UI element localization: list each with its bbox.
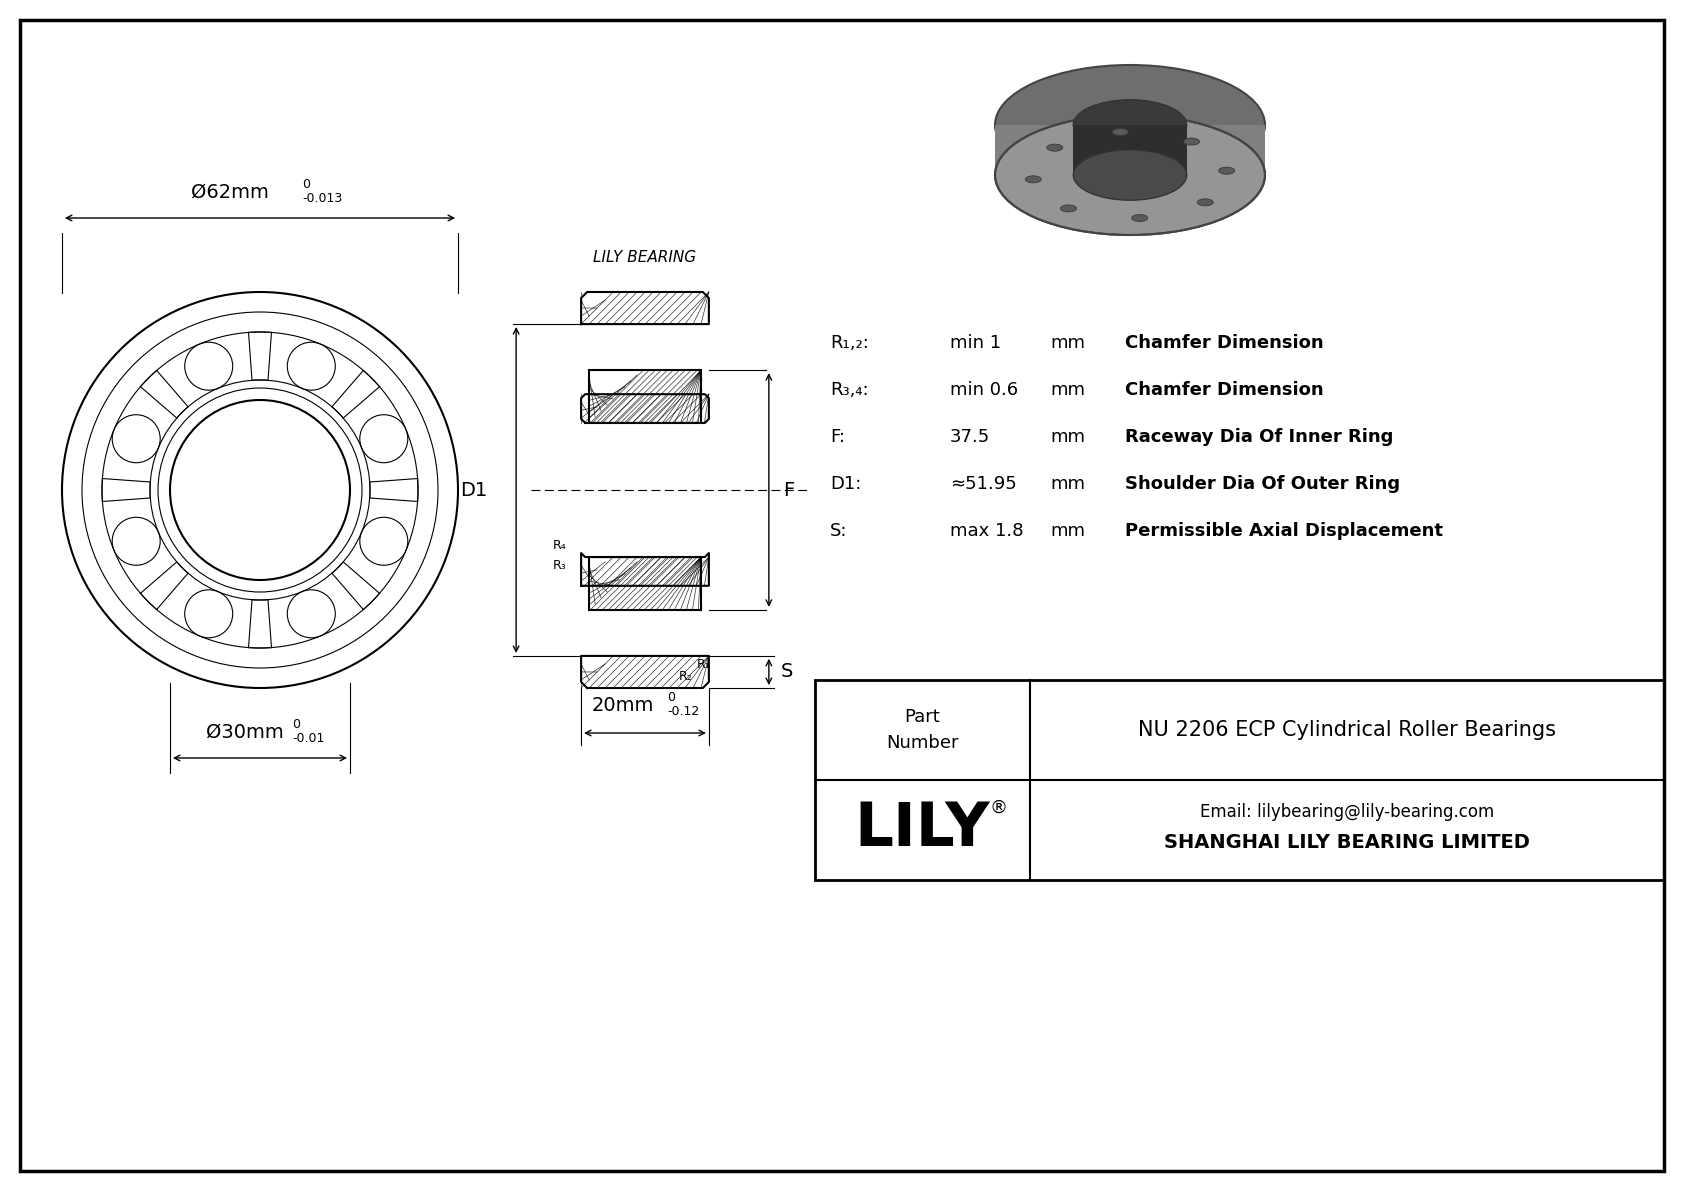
Bar (815, 680, 1664, 880)
Text: NU 2206 ECP Cylindrical Roller Bearings: NU 2206 ECP Cylindrical Roller Bearings (1138, 721, 1556, 740)
Text: max 1.8: max 1.8 (950, 522, 1024, 540)
Text: F: F (783, 480, 795, 499)
Text: LILY BEARING: LILY BEARING (593, 250, 697, 266)
Ellipse shape (1184, 138, 1199, 145)
Text: R₃: R₃ (552, 559, 568, 572)
Ellipse shape (995, 116, 1265, 235)
Text: R₁: R₁ (697, 657, 711, 671)
Text: D1: D1 (460, 480, 488, 499)
Text: LILY: LILY (854, 800, 990, 860)
Text: R₁,₂:: R₁,₂: (830, 333, 869, 353)
Bar (589, 370, 701, 423)
Bar (1073, 125, 1187, 175)
Ellipse shape (1073, 100, 1187, 150)
Text: Part
Number: Part Number (886, 709, 958, 752)
Ellipse shape (1073, 150, 1187, 200)
Text: Raceway Dia Of Inner Ring: Raceway Dia Of Inner Ring (1125, 428, 1393, 445)
Text: S:: S: (830, 522, 847, 540)
Text: mm: mm (1051, 522, 1084, 540)
Text: SHANGHAI LILY BEARING LIMITED: SHANGHAI LILY BEARING LIMITED (1164, 833, 1531, 852)
Text: R₄: R₄ (552, 540, 568, 553)
Text: Ø30mm: Ø30mm (205, 723, 285, 742)
Text: F:: F: (830, 428, 845, 445)
Bar (589, 557, 701, 610)
Text: Email: lilybearing@lily-bearing.com: Email: lilybearing@lily-bearing.com (1201, 803, 1494, 821)
Text: ≈51.95: ≈51.95 (950, 475, 1017, 493)
Text: ®: ® (990, 799, 1009, 817)
Text: 0: 0 (667, 691, 675, 704)
Text: D1:: D1: (830, 475, 862, 493)
Text: S: S (781, 662, 793, 681)
Text: 20mm: 20mm (591, 696, 653, 715)
Text: -0.013: -0.013 (301, 192, 342, 205)
Ellipse shape (995, 66, 1265, 185)
Text: R₃,₄:: R₃,₄: (830, 381, 869, 399)
Ellipse shape (1113, 129, 1128, 136)
Text: -0.12: -0.12 (667, 705, 699, 718)
Text: mm: mm (1051, 381, 1084, 399)
Ellipse shape (1061, 205, 1076, 212)
Text: -0.01: -0.01 (291, 732, 325, 746)
Text: min 0.6: min 0.6 (950, 381, 1019, 399)
Text: min 1: min 1 (950, 333, 1000, 353)
Ellipse shape (1219, 167, 1234, 174)
Text: mm: mm (1051, 475, 1084, 493)
Ellipse shape (1197, 199, 1212, 206)
Ellipse shape (1132, 214, 1148, 222)
Text: R₂: R₂ (679, 671, 692, 682)
Text: 0: 0 (301, 177, 310, 191)
Text: mm: mm (1051, 428, 1084, 445)
Text: 0: 0 (291, 718, 300, 731)
Text: 37.5: 37.5 (950, 428, 990, 445)
Text: Permissible Axial Displacement: Permissible Axial Displacement (1125, 522, 1443, 540)
Ellipse shape (1047, 144, 1063, 151)
Text: Ø62mm: Ø62mm (190, 183, 269, 202)
Text: Chamfer Dimension: Chamfer Dimension (1125, 381, 1324, 399)
Ellipse shape (1026, 176, 1041, 182)
Text: Chamfer Dimension: Chamfer Dimension (1125, 333, 1324, 353)
Text: Shoulder Dia Of Outer Ring: Shoulder Dia Of Outer Ring (1125, 475, 1399, 493)
Text: mm: mm (1051, 333, 1084, 353)
Bar (995, 125, 1265, 175)
